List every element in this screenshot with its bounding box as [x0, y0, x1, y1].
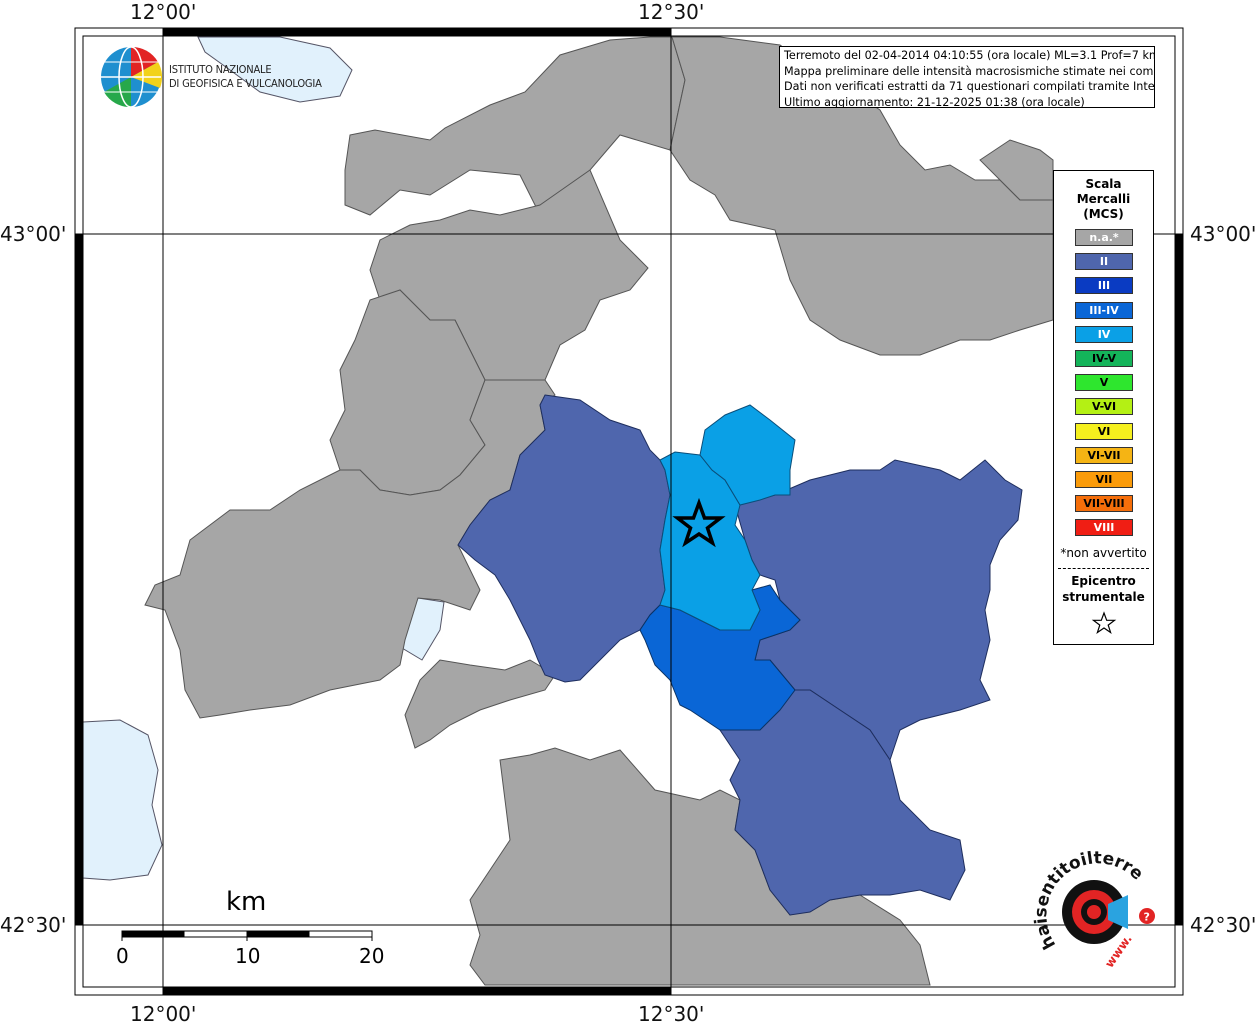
svg-text:?: ? [1144, 911, 1150, 924]
legend-item-11: VII-VIII [1075, 495, 1133, 513]
scale-bar-title: km [226, 887, 267, 917]
legend-title: Scala Mercalli (MCS) [1054, 177, 1153, 222]
info-line-1: Terremoto del 02-04-2014 04:10:55 (ora l… [784, 49, 1155, 62]
ingv-logo-line1: ISTITUTO NAZIONALE [169, 63, 272, 76]
legend-item-9: VI-VII [1075, 446, 1133, 464]
legend-item-4: IV [1075, 325, 1133, 343]
legend-item-8: VI [1075, 422, 1133, 440]
lat-label-left-top: 43°00' [0, 222, 67, 246]
map-frame [74, 27, 1184, 996]
scale-bar [121, 930, 373, 941]
scale-label-10: 10 [235, 944, 261, 968]
lake-bolsena [197, 36, 353, 103]
ingv-logo-line2: DI GEOFISICA E VULCANOLOGIA [169, 77, 322, 90]
legend-item-3: III-IV [1075, 301, 1133, 319]
lon-label-bottom-left: 12°00' [130, 1002, 197, 1026]
legend-item-0: n.a.* [1075, 229, 1133, 246]
scale-label-0: 0 [116, 944, 129, 968]
legend-item-6: V [1075, 374, 1133, 392]
legend-epicenter-line2: strumentale [1062, 590, 1145, 604]
legend-title-line2: Mercalli [1076, 192, 1131, 206]
info-line-2: Mappa preliminare delle intensità macros… [784, 64, 1155, 78]
earthquake-info-box: Terremoto del 02-04-2014 04:10:55 (ora l… [779, 46, 1155, 108]
graticule [75, 28, 1183, 995]
info-line-3: Dati non verificati estratti da 71 quest… [784, 80, 1155, 93]
scale-label-20: 20 [359, 944, 385, 968]
legend-star-icon [1091, 611, 1117, 634]
legend-item-12: VIII [1075, 519, 1133, 537]
legend-item-2: III [1075, 277, 1133, 295]
lon-label-bottom-mid: 12°30' [638, 1002, 705, 1026]
legend-epicenter-label: Epicentro strumentale [1054, 573, 1153, 605]
legend-item-1: II [1075, 253, 1133, 271]
lat-label-right-top: 43°00' [1190, 222, 1256, 246]
ingv-logo-text: ISTITUTO NAZIONALE DI GEOFISICA E VULCAN… [169, 63, 322, 91]
legend-separator [1058, 568, 1149, 569]
legend-item-10: VII [1075, 471, 1133, 488]
legend-item-5: IV-V [1075, 350, 1133, 367]
lat-label-left-bottom: 42°30' [0, 913, 67, 937]
lat-label-right-bottom: 42°30' [1190, 913, 1256, 937]
intensity-ii-municipalities [457, 394, 1023, 916]
legend-note: *non avvertito [1060, 546, 1147, 560]
ingv-logo-icon [101, 46, 163, 108]
lake-trasimeno [82, 719, 163, 881]
legend-item-7: V-VI [1075, 398, 1133, 416]
info-line-4: Ultimo aggiornamento: 21-12-2025 01:38 (… [784, 95, 1085, 108]
legend-epicenter-line1: Epicentro [1071, 574, 1136, 588]
legend-title-line1: Scala [1085, 177, 1122, 191]
epicenter-star [672, 497, 726, 548]
na-municipalities [144, 36, 1054, 986]
lon-label-top-mid: 12°30' [638, 0, 705, 24]
legend-title-line3: (MCS) [1083, 207, 1124, 221]
lon-label-top-left: 12°00' [130, 0, 197, 24]
mcs-legend: Scala Mercalli (MCS) n.a.* II III III-IV IV I… [1053, 170, 1154, 645]
